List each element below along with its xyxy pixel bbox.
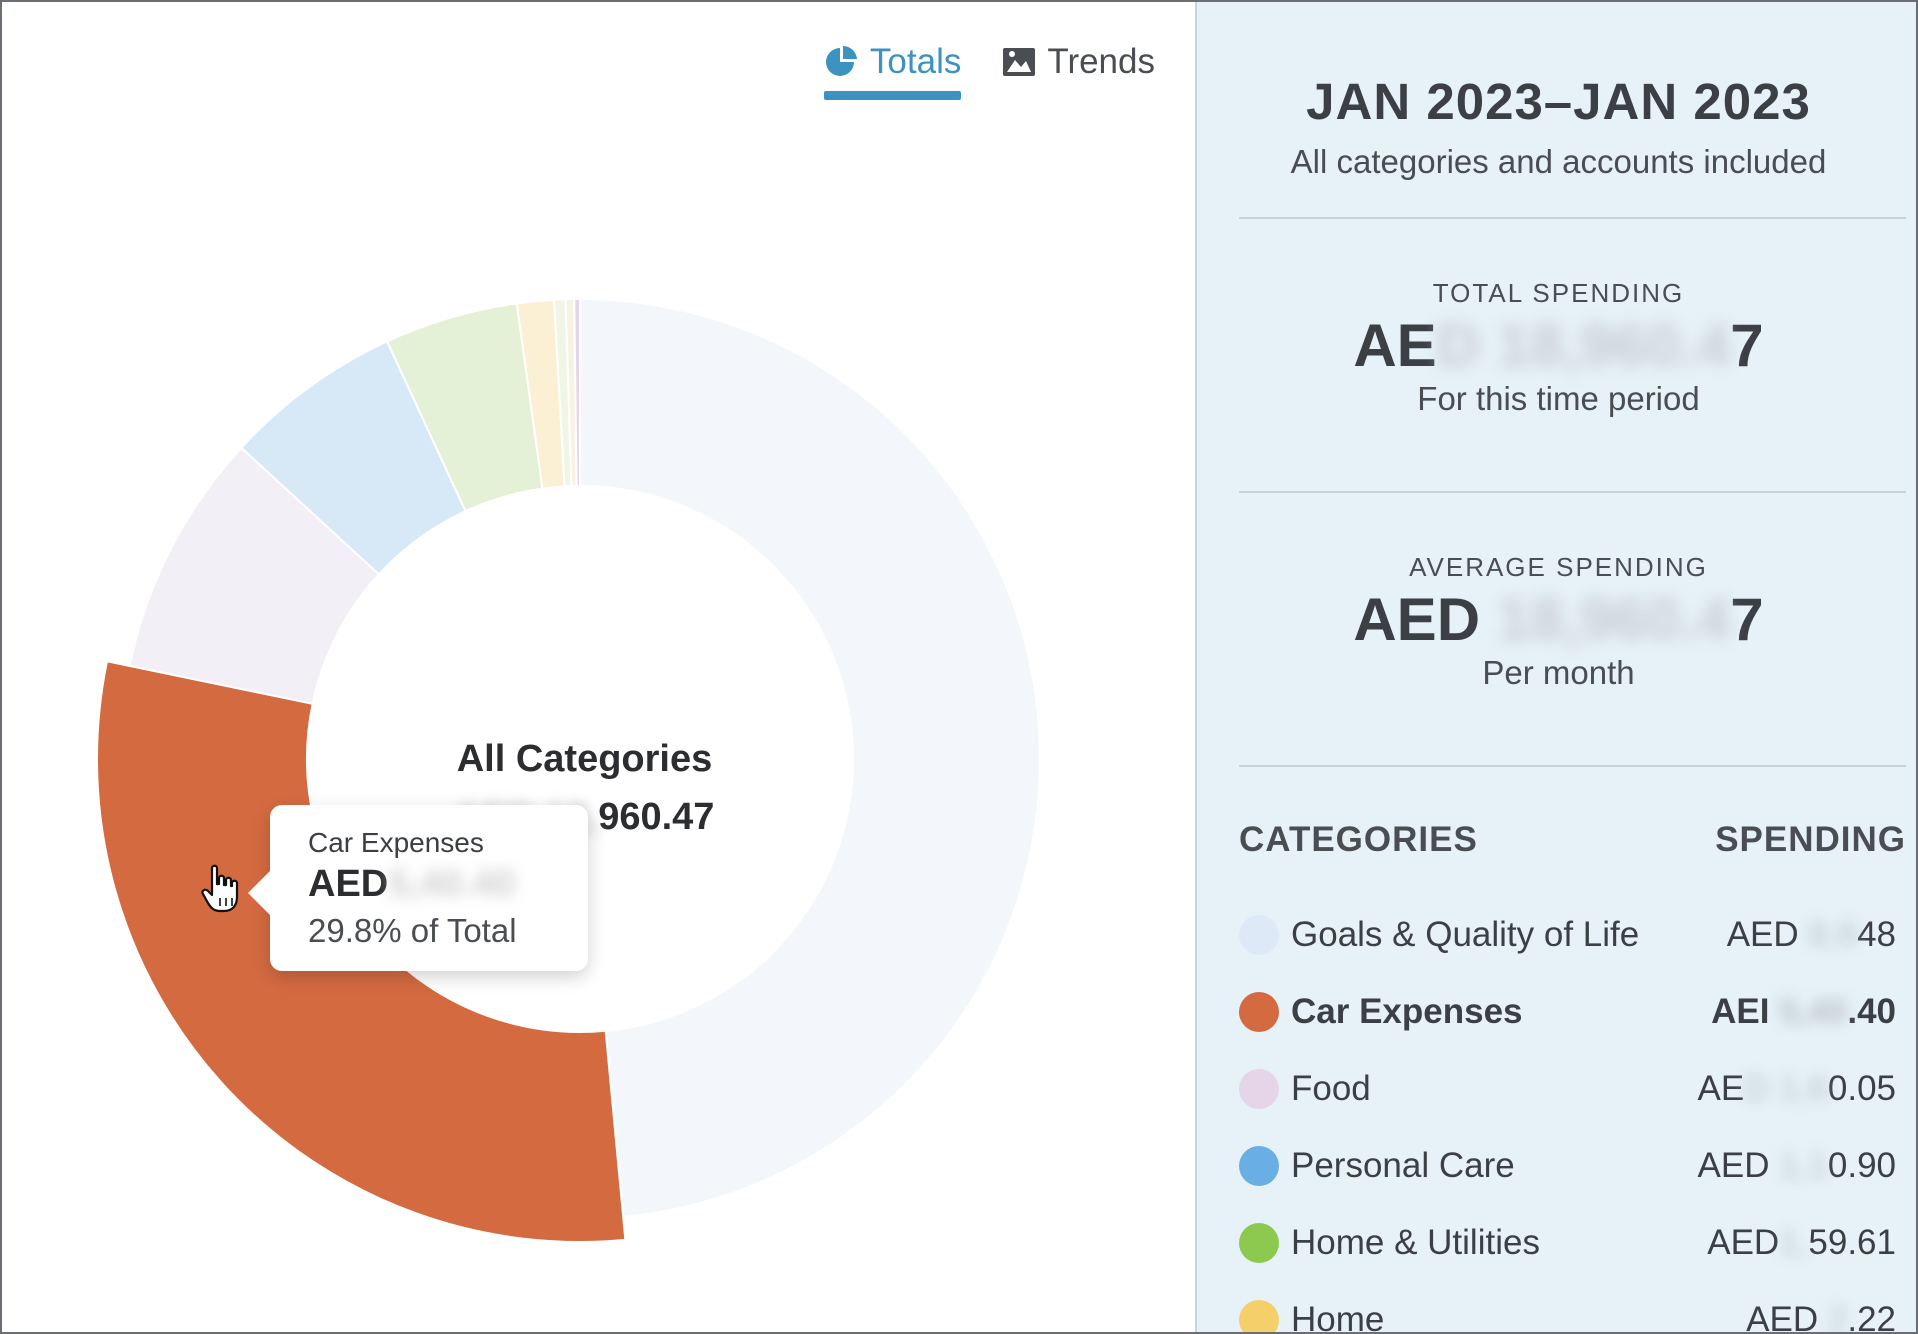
tooltip-title: Car Expenses <box>308 827 484 858</box>
tab-totals[interactable]: Totals <box>823 42 962 100</box>
view-tabs: Totals Trends <box>823 42 1155 100</box>
category-amount-hidden: 1,1 <box>1769 1145 1828 1185</box>
category-amount-suffix: 59.61 <box>1808 1222 1896 1262</box>
divider <box>1239 491 1906 493</box>
total-spending: TOTAL SPENDING AED 18,960.47 For this ti… <box>1197 278 1916 418</box>
categories-header: CATEGORIES SPENDING <box>1239 820 1906 860</box>
divider <box>1239 765 1906 767</box>
divider <box>1239 217 1906 219</box>
hand-cursor-icon <box>201 864 239 913</box>
category-amount: AED 2.22 <box>1746 1299 1896 1334</box>
category-amount-suffix: 48 <box>1857 914 1896 954</box>
total-spending-label: TOTAL SPENDING <box>1432 278 1685 308</box>
category-amount-suffix: 0.05 <box>1827 1068 1896 1108</box>
category-color-dot <box>1239 1145 1279 1186</box>
category-color-dot <box>1239 914 1279 955</box>
total-spending-value: AED 18,960.47 <box>1197 311 1916 380</box>
average-spending-label: AVERAGE SPENDING <box>1409 552 1708 582</box>
category-amount-prefix: AED <box>1707 1222 1780 1262</box>
category-amount: AEI 5,40.40 <box>1711 992 1896 1032</box>
average-spending-suffix: 7 <box>1730 586 1764 653</box>
category-amount-suffix: 0.90 <box>1827 1145 1896 1185</box>
period-scope: All categories and accounts included <box>1290 143 1827 180</box>
category-amount: AED1,59.61 <box>1707 1223 1896 1263</box>
category-amount-suffix: .22 <box>1847 1299 1896 1334</box>
category-amount-hidden: D 1,6 <box>1744 1068 1828 1108</box>
category-row[interactable]: Personal Care AED 1,10.90 <box>1239 1127 1896 1204</box>
spending-column-header: SPENDING <box>1715 820 1906 859</box>
pie-chart-icon <box>825 45 857 76</box>
total-spending-suffix: 7 <box>1730 312 1764 379</box>
category-color-dot <box>1239 1299 1279 1332</box>
category-row[interactable]: Car Expenses AEI 5,40.40 <box>1239 973 1896 1050</box>
donut-slice-goals-quality-of-life[interactable] <box>579 297 1042 1219</box>
chart-panel: Totals Trends All Categories AED 18,960.… <box>2 2 1195 1332</box>
average-spending-hidden: 18,960.4 <box>1480 586 1731 653</box>
tab-trends[interactable]: Trends <box>1001 42 1155 100</box>
tooltip-percent: 29.8% of Total <box>308 912 517 949</box>
category-color-dot <box>1239 1222 1279 1263</box>
summary-sidebar: JAN 2023–JAN 2023 All categories and acc… <box>1195 2 1916 1334</box>
average-spending-prefix: AED <box>1353 586 1481 653</box>
category-name: Home <box>1291 1299 1385 1334</box>
category-name: Goals & Quality of Life <box>1291 914 1640 954</box>
category-amount-hidden: 5,40 <box>1769 991 1848 1031</box>
category-name: Car Expenses <box>1291 991 1523 1031</box>
category-amount-hidden: 8,9 <box>1798 914 1858 954</box>
category-amount-suffix: .40 <box>1847 991 1896 1031</box>
donut-center-label: All Categories <box>456 738 713 780</box>
slice-tooltip: Car Expenses AED5,40.40 29.8% of Total <box>248 805 588 971</box>
category-row[interactable]: Home AED 2.22 <box>1239 1281 1896 1334</box>
category-name: Home & Utilities <box>1291 1222 1540 1262</box>
category-amount-prefix: AEI <box>1711 991 1770 1031</box>
tab-totals-label: Totals <box>869 42 962 81</box>
category-color-dot <box>1239 991 1279 1032</box>
category-name: Personal Care <box>1291 1145 1515 1185</box>
category-row[interactable]: Home & Utilities AED1,59.61 <box>1239 1204 1896 1281</box>
category-amount: AED 8,948 <box>1727 915 1896 955</box>
average-spending-note: Per month <box>1482 654 1635 691</box>
category-amount-prefix: AED <box>1697 1145 1770 1185</box>
donut-chart <box>96 297 1042 1243</box>
total-spending-note: For this time period <box>1417 380 1700 417</box>
category-amount-hidden: 1, <box>1779 1222 1809 1262</box>
tooltip-amount-prefix: AED <box>308 863 389 905</box>
category-amount-hidden: 2 <box>1818 1299 1848 1334</box>
average-spending: AVERAGE SPENDING AED 18,960.47 Per month <box>1197 552 1916 692</box>
total-spending-prefix: AE <box>1353 312 1437 379</box>
tooltip-amount-hidden: 5,40.40 <box>388 863 516 905</box>
tooltip-amount: AED5,40.40 <box>308 863 550 906</box>
category-amount: AED 1,60.05 <box>1698 1069 1896 1109</box>
category-amount-prefix: AED <box>1726 914 1799 954</box>
period-header: JAN 2023–JAN 2023 All categories and acc… <box>1197 72 1916 181</box>
category-amount: AED 1,10.90 <box>1698 1146 1896 1186</box>
tab-trends-label: Trends <box>1047 42 1155 81</box>
donut-center-value-text: 960.47 <box>598 796 715 838</box>
period-title: JAN 2023–JAN 2023 <box>1306 73 1811 130</box>
image-chart-icon <box>1003 48 1036 76</box>
category-name: Food <box>1291 1068 1371 1108</box>
category-row[interactable]: Goals & Quality of Life AED 8,948 <box>1239 896 1896 973</box>
average-spending-value: AED 18,960.47 <box>1197 585 1916 654</box>
category-color-dot <box>1239 1068 1279 1109</box>
category-amount-prefix: AE <box>1697 1068 1745 1108</box>
category-row[interactable]: Food AED 1,60.05 <box>1239 1050 1896 1127</box>
total-spending-hidden: D 18,960.4 <box>1436 312 1731 379</box>
category-list: Goals & Quality of Life AED 8,948 Car Ex… <box>1239 896 1896 1334</box>
category-amount-prefix: AED <box>1746 1299 1819 1334</box>
categories-column-header: CATEGORIES <box>1239 820 1478 859</box>
donut-slice-other-3[interactable] <box>573 297 581 488</box>
